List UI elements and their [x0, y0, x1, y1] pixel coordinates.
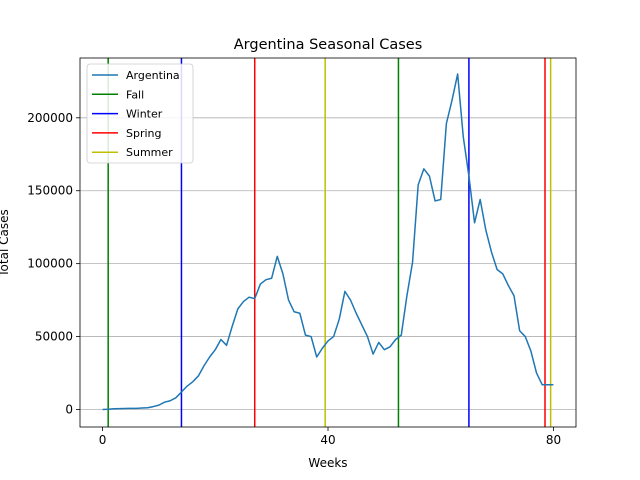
plot-layer: 0 40 80 0 50000 100000 150000 200000 Argentina Fa…	[27, 57, 577, 447]
y-tick-label-0: 0	[65, 402, 73, 416]
x-tick-label-0: 0	[99, 433, 107, 447]
y-axis-label: Total Cases	[0, 209, 11, 277]
x-tick-label-1: 40	[320, 433, 335, 447]
y-tick-label-4: 200000	[27, 111, 73, 125]
chart-title: Argentina Seasonal Cases	[234, 37, 423, 53]
legend-label-summer: Summer	[126, 146, 173, 159]
legend-label-argentina: Argentina	[126, 69, 180, 82]
y-tick-label-2: 100000	[27, 257, 73, 271]
legend: Argentina Fall Winter Spring Summer	[86, 63, 194, 164]
legend-label-winter: Winter	[126, 108, 163, 121]
x-tick-label-2: 80	[546, 433, 561, 447]
legend-box	[86, 63, 194, 164]
x-axis-label: Weeks	[308, 456, 347, 470]
y-tick-label-3: 150000	[27, 184, 73, 198]
series-line-argentina	[102, 73, 554, 411]
legend-label-fall: Fall	[126, 88, 144, 101]
y-tick-label-1: 50000	[35, 330, 73, 344]
legend-label-spring: Spring	[126, 127, 162, 140]
